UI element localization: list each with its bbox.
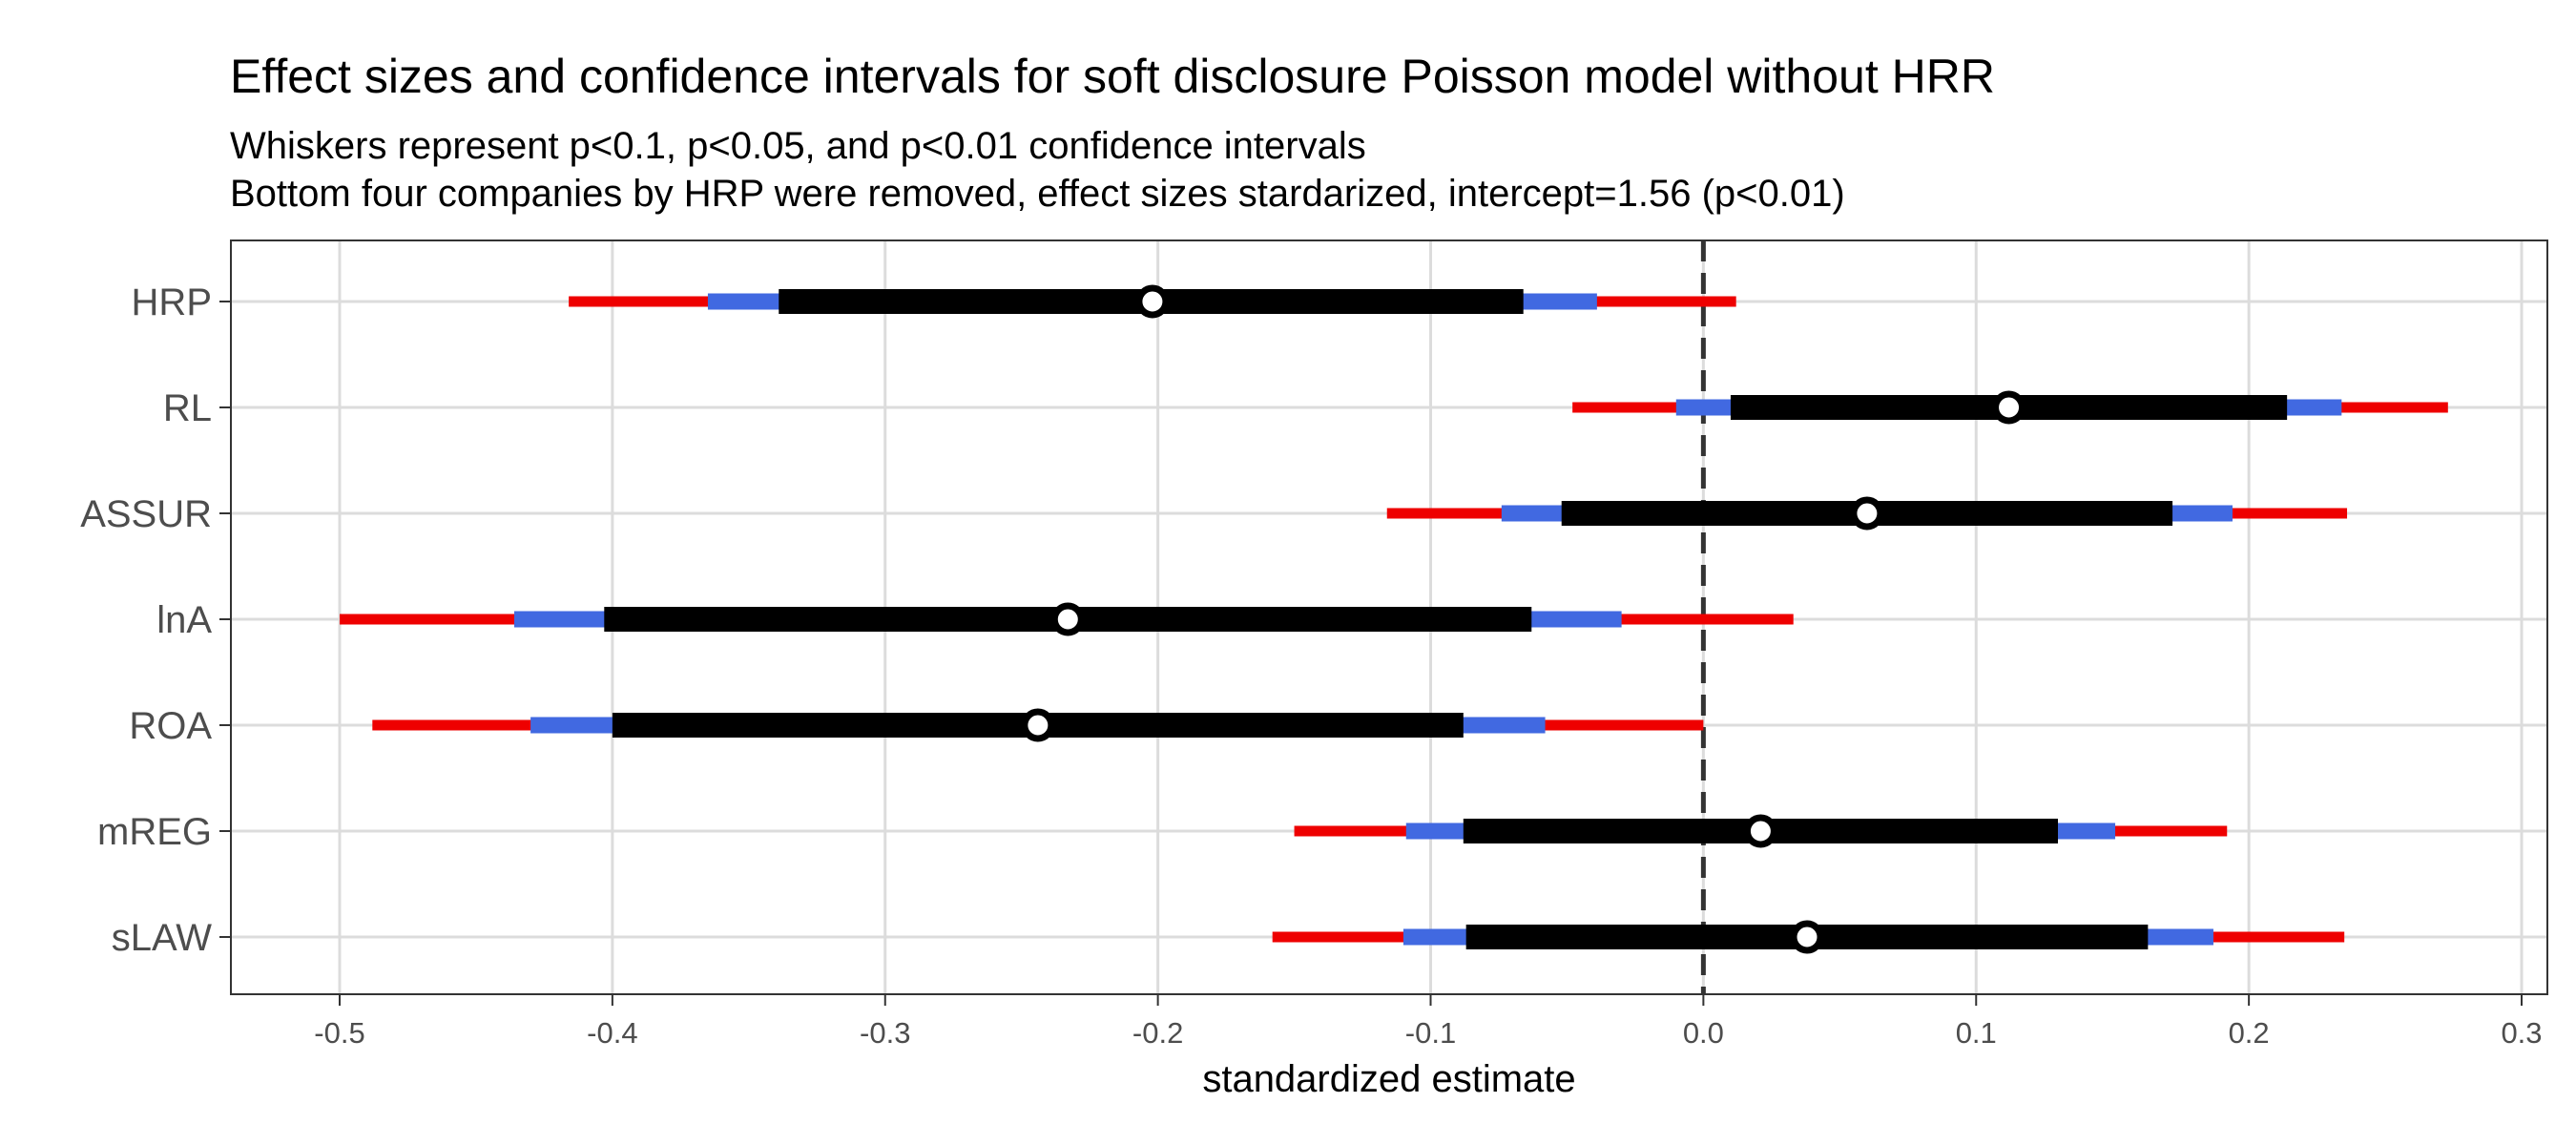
y-tick-label: mREG bbox=[97, 811, 212, 853]
x-tick-label: 0.2 bbox=[2229, 1016, 2270, 1050]
estimate-points bbox=[1021, 284, 2026, 954]
estimate-point bbox=[1850, 496, 1884, 531]
x-tick-label: 0.1 bbox=[1956, 1016, 1997, 1050]
x-tick-label: 0.0 bbox=[1683, 1016, 1724, 1050]
x-tick-label: 0.3 bbox=[2501, 1016, 2542, 1050]
x-axis-label: standardized estimate bbox=[1202, 1058, 1575, 1100]
y-axis: HRP RL ASSUR lnA ROA mREG sLAW bbox=[80, 281, 231, 959]
estimate-point bbox=[1992, 390, 2026, 425]
estimate-point bbox=[1021, 708, 1055, 742]
x-tick-label: -0.1 bbox=[1405, 1016, 1456, 1050]
y-tick-label: ROA bbox=[129, 705, 212, 747]
y-tick-label: HRP bbox=[132, 281, 212, 323]
x-tick-label: -0.3 bbox=[860, 1016, 910, 1050]
x-tick-label: -0.5 bbox=[314, 1016, 364, 1050]
y-tick-label: ASSUR bbox=[80, 493, 212, 535]
plot-border bbox=[230, 239, 2548, 995]
x-tick-label: -0.2 bbox=[1132, 1016, 1183, 1050]
chart-subtitle-line-1: Whiskers represent p<0.1, p<0.05, and p<… bbox=[230, 125, 1366, 167]
estimate-point bbox=[1743, 814, 1777, 848]
x-axis: -0.5 -0.4 -0.3 -0.2 -0.1 0.0 0.1 0.2 0.3 bbox=[314, 994, 2543, 1050]
estimate-point bbox=[1135, 284, 1170, 319]
x-tick-label: -0.4 bbox=[587, 1016, 637, 1050]
y-tick-label: RL bbox=[163, 387, 212, 429]
chart-title: Effect sizes and confidence intervals fo… bbox=[230, 50, 1995, 103]
estimate-point bbox=[1790, 920, 1824, 954]
y-tick-label: sLAW bbox=[112, 917, 212, 959]
estimate-point bbox=[1050, 602, 1085, 636]
chart-subtitle-line-2: Bottom four companies by HRP were remove… bbox=[230, 173, 1845, 215]
y-tick-label: lnA bbox=[156, 599, 212, 641]
